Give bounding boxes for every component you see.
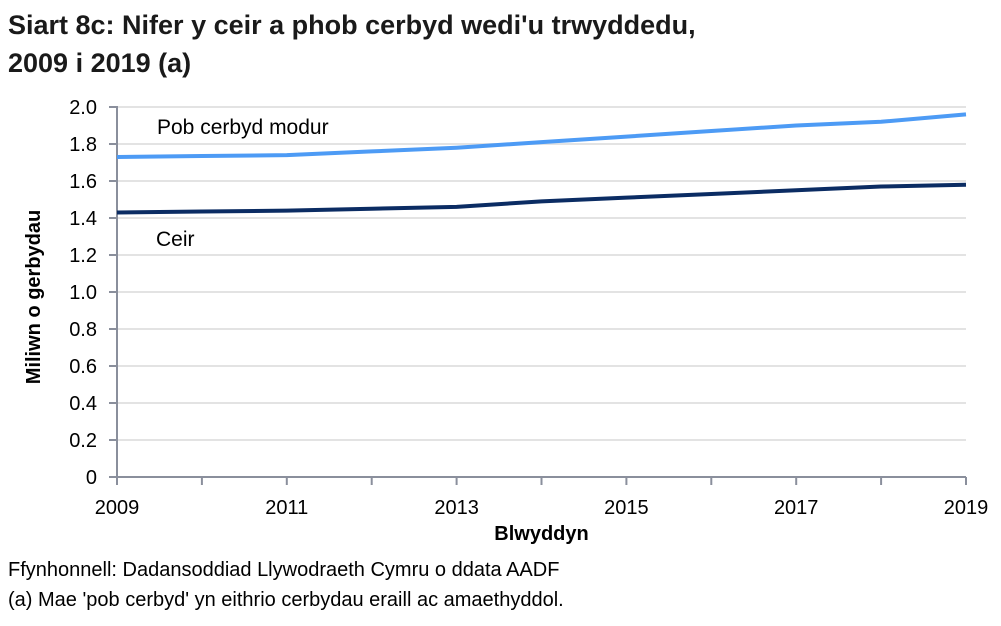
y-tick-label: 0 (86, 467, 97, 489)
y-tick-label: 2.0 (69, 97, 97, 119)
x-tick-label: 2015 (604, 497, 649, 519)
chart-title-line-2: 2009 i 2019 (a) (8, 48, 192, 78)
y-tick-label: 1.6 (69, 171, 97, 193)
x-tick-label: 2019 (944, 497, 989, 519)
y-tick-label: 0.6 (69, 356, 97, 378)
y-tick-label: 0.2 (69, 430, 97, 452)
series-line (116, 112, 967, 159)
chart-notes: Ffynhonnell: Dadansoddiad Llywodraeth Cy… (8, 555, 564, 615)
y-tick-label: 1.4 (69, 208, 97, 230)
x-tick-label: 2013 (434, 497, 479, 519)
y-tick-label: 0.8 (69, 319, 97, 341)
series-line (116, 182, 967, 215)
chart-title-line-1: Siart 8c: Nifer y ceir a phob cerbyd wed… (8, 10, 696, 40)
line-chart: 0 0.2 0.4 0.6 0.8 1.0 1.2 1.4 1.6 1.8 2.0 2009 2011 2… (23, 97, 989, 545)
x-tick-label: 2017 (774, 497, 819, 519)
series-label-ceir: Ceir (156, 228, 195, 251)
footnote: (a) Mae 'pob cerbyd' yn eithrio cerbydau… (8, 589, 564, 611)
y-axis-label: Miliwn o gerbydau (23, 210, 45, 384)
chart-title: Siart 8c: Nifer y ceir a phob cerbyd wed… (8, 6, 696, 82)
x-tick-label: 2009 (95, 497, 140, 519)
y-tick-label: 1.0 (69, 282, 97, 304)
x-axis-label: Blwyddyn (494, 523, 588, 545)
x-tick-label: 2011 (265, 497, 308, 519)
series-label-pob-cerbyd: Pob cerbyd modur (157, 116, 329, 139)
y-tick-label: 1.8 (69, 134, 97, 156)
source-note: Ffynhonnell: Dadansoddiad Llywodraeth Cy… (8, 559, 560, 581)
y-tick-label: 0.4 (69, 393, 97, 415)
y-tick-label: 1.2 (69, 245, 97, 267)
